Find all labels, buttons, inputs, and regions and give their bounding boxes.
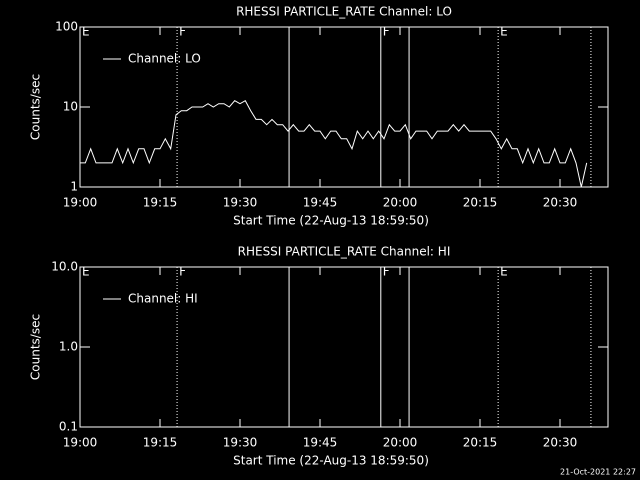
- x-tick-label: 20:30: [543, 196, 578, 210]
- y-tick-label: 10: [63, 100, 78, 114]
- data-line: [80, 100, 588, 188]
- x-tick-label: 19:45: [303, 436, 338, 450]
- x-axis-label: Start Time (22-Aug-13 18:59:50): [233, 454, 429, 468]
- flag-label: E: [500, 265, 508, 279]
- x-tick-label: 20:15: [463, 196, 498, 210]
- legend-label: Channel: HI: [128, 292, 198, 306]
- x-tick-label: 19:00: [63, 436, 98, 450]
- legend-label: Channel: LO: [128, 52, 201, 66]
- y-axis-label: Counts/sec: [29, 74, 43, 140]
- x-tick-label: 19:15: [143, 436, 178, 450]
- x-tick-label: 19:00: [63, 196, 98, 210]
- y-tick-label: 10.0: [51, 260, 78, 274]
- flag-label: F: [383, 265, 390, 279]
- x-tick-label: 19:30: [223, 196, 258, 210]
- flag-label: E: [500, 25, 508, 39]
- y-tick-label: 1.0: [59, 340, 78, 354]
- x-tick-label: 20:00: [383, 196, 418, 210]
- x-tick-label: 19:45: [303, 196, 338, 210]
- chart-title: RHESSI PARTICLE_RATE Channel: HI: [238, 245, 451, 259]
- y-tick-label: 0.1: [59, 420, 78, 434]
- flag-label: F: [179, 265, 186, 279]
- flag-label: F: [179, 25, 186, 39]
- y-tick-label: 1: [70, 180, 78, 194]
- x-tick-label: 19:30: [223, 436, 258, 450]
- flag-label: E: [82, 25, 90, 39]
- flag-label: E: [82, 265, 90, 279]
- footer-date: 21-Oct-2021 22:27: [560, 468, 636, 477]
- x-tick-label: 20:30: [543, 436, 578, 450]
- chart-title: RHESSI PARTICLE_RATE Channel: LO: [236, 5, 452, 19]
- x-tick-label: 20:00: [383, 436, 418, 450]
- y-tick-label: 100: [55, 20, 78, 34]
- x-tick-label: 20:15: [463, 436, 498, 450]
- x-tick-label: 19:15: [143, 196, 178, 210]
- flag-label: F: [383, 25, 390, 39]
- y-axis-label: Counts/sec: [29, 314, 43, 380]
- x-axis-label: Start Time (22-Aug-13 18:59:50): [233, 214, 429, 228]
